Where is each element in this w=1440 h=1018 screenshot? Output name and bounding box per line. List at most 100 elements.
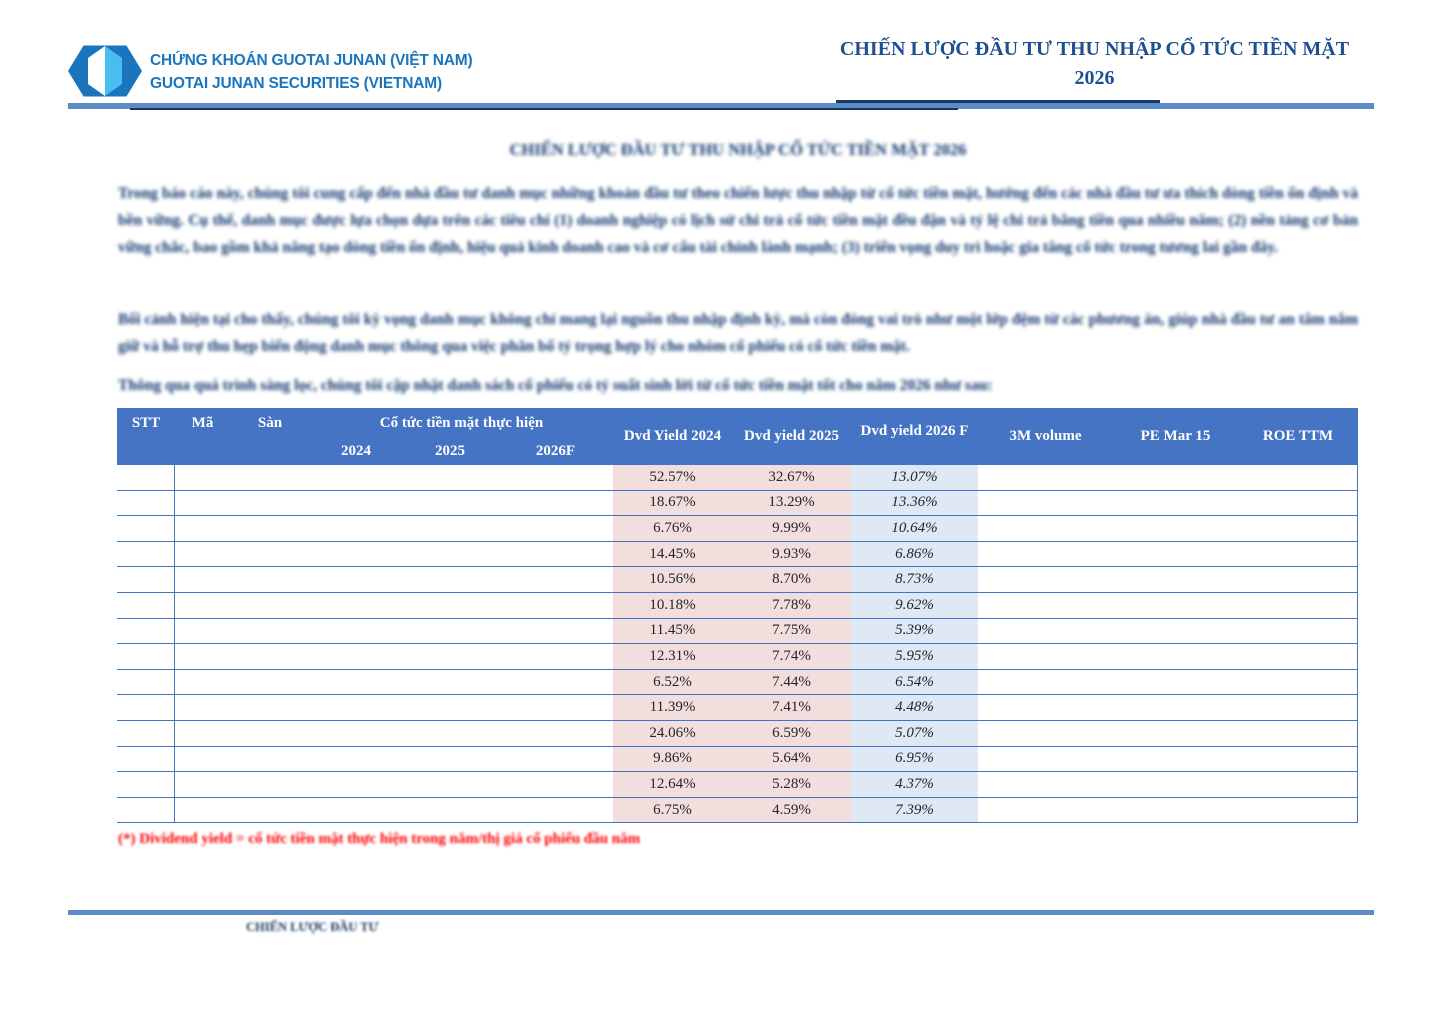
cell-dvd-yield-2024: 24.06% xyxy=(613,720,732,746)
cell-roe-ttm xyxy=(1238,746,1358,772)
cell-dvd-yield-2026f: 9.62% xyxy=(851,592,978,618)
cell-dvd-yield-2026f: 6.86% xyxy=(851,541,978,567)
cell-2026f xyxy=(498,593,613,618)
cell-stt xyxy=(117,618,175,644)
cell-2025 xyxy=(402,670,498,695)
cell-pe-mar-15 xyxy=(1113,491,1238,516)
cell-2024 xyxy=(310,465,402,490)
cell-dvd-yield-2024: 6.75% xyxy=(613,797,732,823)
cell-dvd-yield-2025: 9.99% xyxy=(732,516,851,541)
cell-san xyxy=(230,772,310,797)
dividend-table: STT Mã Sàn Cổ tức tiền mặt thực hiện 202… xyxy=(117,408,1358,824)
cell-2024 xyxy=(310,593,402,618)
cell-pe-mar-15 xyxy=(1113,721,1238,746)
cell-2024 xyxy=(310,695,402,720)
cell-roe-ttm xyxy=(1238,720,1358,746)
cell-stt xyxy=(117,772,175,797)
cell-dvd-yield-2024: 6.52% xyxy=(613,669,732,695)
cell-san xyxy=(230,491,310,516)
cell-dvd-yield-2024: 11.45% xyxy=(613,618,732,644)
cell-pe-mar-15 xyxy=(1113,695,1238,720)
cell-2026f xyxy=(498,567,613,592)
cell-dvd-yield-2025: 8.70% xyxy=(732,567,851,592)
table-row: 11.39% 7.41% 4.48% xyxy=(117,695,1358,721)
cell-dvd-yield-2025: 5.64% xyxy=(732,746,851,772)
cell-2026f xyxy=(498,491,613,516)
cell-2025 xyxy=(402,772,498,797)
cell-san xyxy=(230,747,310,772)
cell-2026f xyxy=(498,465,613,490)
cell-pe-mar-15 xyxy=(1113,465,1238,490)
cell-dvd-yield-2026f: 6.54% xyxy=(851,669,978,695)
cell-3m-volume xyxy=(978,670,1113,695)
cell-stt xyxy=(117,567,175,592)
cell-3m-volume xyxy=(978,542,1113,567)
header-rule xyxy=(68,103,1374,109)
cell-roe-ttm xyxy=(1238,644,1358,669)
cell-dvd-yield-2025: 4.59% xyxy=(732,797,851,823)
cell-ma xyxy=(175,721,230,746)
cell-2026f xyxy=(498,516,613,541)
company-name-en: GUOTAI JUNAN SECURITIES (VIETNAM) xyxy=(150,75,442,92)
header-rule-dark-segment xyxy=(130,108,958,110)
cell-2024 xyxy=(310,516,402,541)
cell-roe-ttm xyxy=(1238,567,1358,592)
table-row: 6.52% 7.44% 6.54% xyxy=(117,669,1358,696)
table-row: 12.64% 5.28% 4.37% xyxy=(117,772,1358,798)
cell-2026f xyxy=(498,644,613,669)
cell-2024 xyxy=(310,644,402,669)
cell-2025 xyxy=(402,567,498,592)
cell-stt xyxy=(117,541,175,567)
cell-stt xyxy=(117,669,175,695)
column-header-dvd-yield-2025: Dvd yield 2025 xyxy=(743,428,839,444)
company-logo-icon xyxy=(68,42,142,100)
cell-ma xyxy=(175,516,230,541)
cell-2025 xyxy=(402,798,498,823)
cell-san xyxy=(230,465,310,490)
column-header-cash-dividend-group: Cổ tức tiền mặt thực hiện xyxy=(379,414,544,431)
column-header-2026f: 2026F xyxy=(535,443,576,459)
cell-pe-mar-15 xyxy=(1113,644,1238,669)
cell-stt xyxy=(117,720,175,746)
cell-3m-volume xyxy=(978,747,1113,772)
cell-san xyxy=(230,695,310,720)
dividend-yield-footnote: (*) Dividend yield = cổ tức tiền mặt thự… xyxy=(118,831,641,847)
cell-dvd-yield-2024: 10.18% xyxy=(613,592,732,618)
cell-stt xyxy=(117,797,175,823)
cell-dvd-yield-2024: 6.76% xyxy=(613,516,732,541)
table-row: 10.56% 8.70% 8.73% xyxy=(117,567,1358,593)
cell-pe-mar-15 xyxy=(1113,747,1238,772)
cell-dvd-yield-2025: 7.41% xyxy=(732,695,851,720)
cell-ma xyxy=(175,619,230,644)
cell-ma xyxy=(175,747,230,772)
cell-ma xyxy=(175,644,230,669)
cell-san xyxy=(230,644,310,669)
cell-2024 xyxy=(310,567,402,592)
table-row: 14.45% 9.93% 6.86% xyxy=(117,541,1358,568)
cell-2024 xyxy=(310,619,402,644)
cell-3m-volume xyxy=(978,465,1113,490)
cell-dvd-yield-2025: 13.29% xyxy=(732,490,851,516)
cell-2025 xyxy=(402,593,498,618)
cell-2025 xyxy=(402,465,498,490)
cell-roe-ttm xyxy=(1238,516,1358,541)
cell-roe-ttm xyxy=(1238,592,1358,618)
company-name-vi: CHỨNG KHOÁN GUOTAI JUNAN (VIỆT NAM) xyxy=(150,52,473,69)
cell-dvd-yield-2024: 10.56% xyxy=(613,567,732,592)
cell-dvd-yield-2024: 11.39% xyxy=(613,695,732,720)
cell-3m-volume xyxy=(978,593,1113,618)
cell-ma xyxy=(175,567,230,592)
cell-roe-ttm xyxy=(1238,490,1358,516)
table-body: 52.57% 32.67% 13.07% 18.67% 13.29% 13.36… xyxy=(117,465,1358,824)
cell-stt xyxy=(117,746,175,772)
cell-dvd-yield-2026f: 5.07% xyxy=(851,720,978,746)
cell-2024 xyxy=(310,798,402,823)
cell-2026f xyxy=(498,619,613,644)
cell-roe-ttm xyxy=(1238,695,1358,720)
cell-dvd-yield-2026f: 5.39% xyxy=(851,618,978,644)
table-row: 11.45% 7.75% 5.39% xyxy=(117,618,1358,645)
cell-san xyxy=(230,721,310,746)
cell-2026f xyxy=(498,721,613,746)
cell-san xyxy=(230,619,310,644)
cell-stt xyxy=(117,644,175,669)
